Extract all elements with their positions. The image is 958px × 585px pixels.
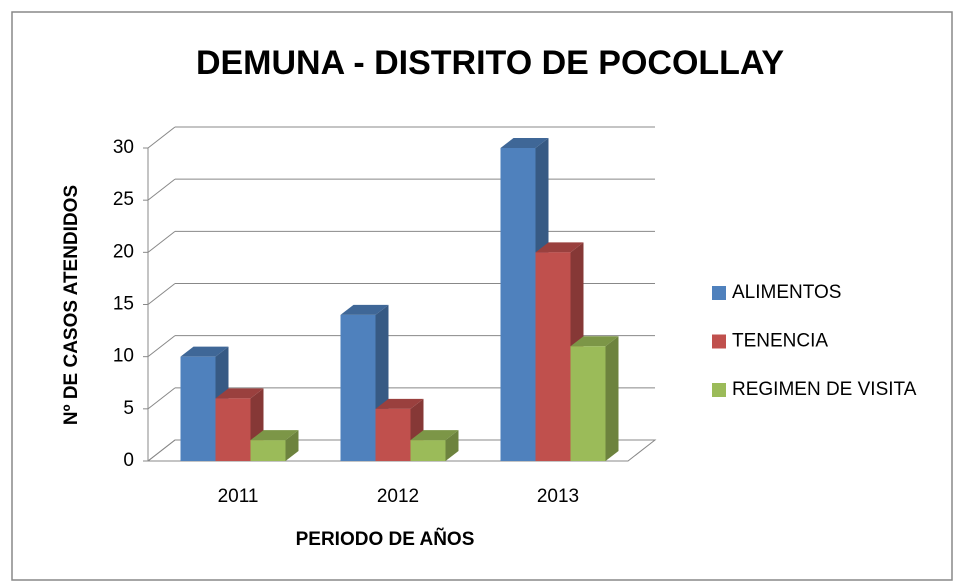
bar-top: [340, 304, 389, 315]
bar-side: [605, 336, 619, 461]
grid-line: [147, 283, 176, 305]
bar: [215, 398, 251, 461]
bar-top: [570, 336, 619, 347]
bar: [410, 440, 446, 461]
x-axis-label: PERIODO DE AÑOS: [296, 528, 475, 550]
bar: [250, 440, 286, 461]
bar-top: [180, 346, 229, 357]
y-tick-label: 0: [123, 450, 134, 471]
bar: [535, 252, 571, 461]
bar: [340, 314, 376, 461]
bar: [180, 356, 216, 461]
grid-line: [147, 439, 176, 462]
bar-top: [375, 398, 424, 409]
chart-border: [11, 11, 953, 581]
chart-title: DEMUNA - DISTRITO DE POCOLLAY: [196, 44, 784, 82]
x-tick-label: 2011: [218, 486, 259, 507]
bar-top: [500, 138, 549, 148]
legend-swatch: [712, 383, 726, 397]
y-tick-label: 30: [113, 137, 134, 158]
y-tick-label: 20: [113, 241, 134, 262]
grid-line: [147, 387, 176, 410]
bar: [375, 408, 411, 461]
bar-top: [215, 388, 264, 399]
legend-swatch: [712, 334, 726, 349]
y-axis-label: Nº DE CASOS ATENDIDOS: [61, 185, 82, 425]
legend-swatch: [712, 286, 726, 300]
y-tick-label: 5: [123, 398, 134, 419]
y-tick-label: 15: [113, 294, 134, 315]
bar: [500, 148, 536, 461]
legend-label: REGIMEN DE VISITA: [732, 379, 917, 400]
grid-line: [147, 178, 176, 201]
bar: [570, 346, 606, 461]
y-tick-label: 25: [113, 189, 134, 210]
bar-top: [250, 430, 299, 441]
bar-top: [535, 242, 584, 253]
legend-label: ALIMENTOS: [732, 282, 841, 303]
legend-label: TENENCIA: [732, 331, 828, 352]
grid-line: [147, 230, 176, 253]
y-tick-label: 10: [113, 346, 134, 367]
grid-line: [147, 126, 176, 149]
x-tick-label: 2013: [537, 486, 579, 507]
x-tick-label: 2012: [377, 486, 419, 507]
grid-line: [147, 335, 176, 358]
bar-top: [410, 430, 459, 441]
bar-side: [285, 430, 299, 461]
bar-side: [445, 430, 459, 461]
